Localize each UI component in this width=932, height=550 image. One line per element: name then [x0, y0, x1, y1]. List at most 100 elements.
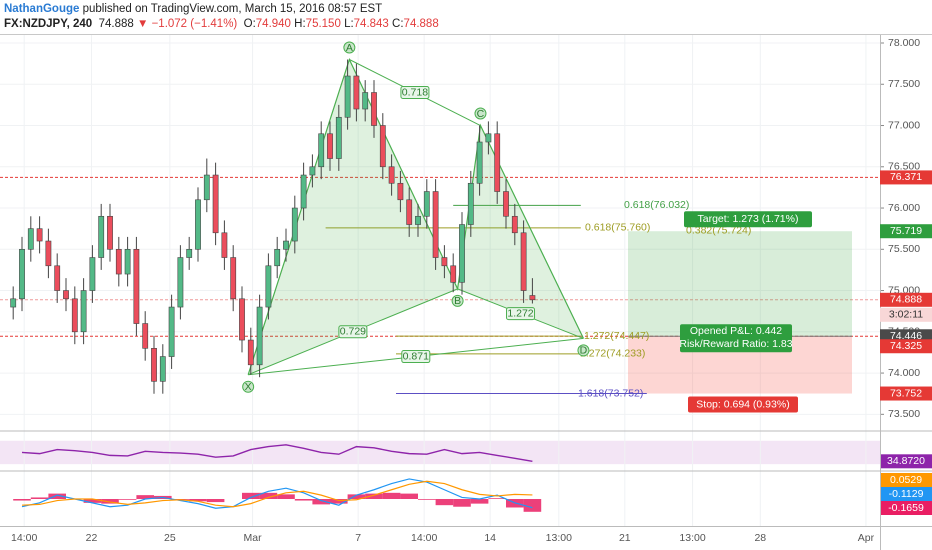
candle-body: [520, 232, 527, 291]
price-badge-label: 74.325: [890, 340, 922, 352]
fib-label: 0.618(75.760): [585, 222, 650, 234]
x-tick-label: 14:00: [411, 532, 437, 544]
candle-body: [423, 191, 430, 217]
price-badge: [880, 224, 932, 239]
candle-body: [309, 166, 316, 176]
candle-body: [476, 141, 483, 184]
candle-body: [10, 298, 17, 308]
candle-body: [283, 240, 289, 250]
quote-line: FX:NZDJPY, 240 74.888 ▼ −1.072 (−1.41%) …: [4, 18, 439, 30]
arrow: ▼: [136, 18, 149, 30]
rr-label: Risk/Reward Ratio: 1.83: [679, 338, 792, 350]
candle-body: [186, 248, 193, 258]
candle-body: [503, 191, 509, 217]
x-tick-label: Apr: [858, 532, 875, 544]
macd-hist: [312, 499, 330, 505]
y-tick-label: 77.000: [888, 119, 920, 131]
candle-body: [335, 116, 342, 159]
macd-line: [21, 480, 533, 508]
candle-body: [36, 228, 43, 242]
fib-label: 1.272(74.447): [584, 330, 649, 342]
change: −1.072 (−1.41%): [151, 18, 238, 30]
x-tick-label: 25: [164, 532, 176, 544]
c: 74.888: [403, 18, 439, 30]
candle-body: [168, 306, 175, 357]
macd-hist: [277, 494, 295, 499]
macd-hist: [13, 499, 31, 501]
price-badge: [880, 292, 932, 307]
candle-body: [71, 298, 78, 333]
macd-hist: [48, 493, 66, 499]
candle-body: [98, 215, 105, 258]
candle-body: [511, 215, 518, 234]
fib-label: 1.618(73.752): [578, 387, 643, 399]
l: 74.843: [353, 18, 389, 30]
x-tick-label: Mar: [244, 532, 263, 544]
author[interactable]: NathanGouge: [4, 3, 80, 15]
candle-body: [397, 182, 404, 201]
candle-body: [327, 133, 333, 159]
right-axis-bg: [880, 35, 932, 526]
x-tick-label: 13:00: [679, 532, 705, 544]
ratio-box: [401, 350, 431, 364]
macd-hist: [118, 499, 137, 500]
macd-hist: [259, 492, 278, 499]
pnl-box: [680, 324, 792, 353]
x-tick-label: 13:00: [546, 532, 572, 544]
macd-hist: [136, 495, 154, 499]
macd-hist: [470, 499, 489, 504]
price-badge-label: 74.446: [890, 330, 922, 342]
target-label: Target: 1.273 (1.71%): [698, 213, 799, 225]
pattern-point: [577, 344, 590, 357]
candle-body: [159, 356, 166, 382]
macd-hist: [206, 499, 225, 503]
candle-body: [441, 257, 448, 267]
price-badge-label: 75.719: [890, 225, 922, 237]
candle-body: [151, 348, 157, 382]
publish-line: NathanGouge published on TradingView.com…: [4, 3, 382, 15]
rsi-last: 34.8720: [887, 455, 925, 467]
candle-body: [432, 191, 439, 258]
x-tick-label: 14:00: [11, 532, 37, 544]
pattern-fill: [457, 125, 584, 339]
ratio-label: 0.871: [403, 350, 429, 362]
macd-last: -0.1659: [888, 502, 924, 514]
pattern-point-label: C: [477, 108, 485, 120]
candle-body: [63, 290, 69, 300]
x-tick-label: 7: [355, 532, 361, 544]
macd-hist: [242, 492, 260, 499]
o-label: O:: [243, 18, 256, 30]
candle-body: [371, 92, 377, 126]
candle-body: [221, 232, 228, 258]
macd-hist: [101, 499, 119, 504]
pattern-point: [343, 41, 356, 54]
pattern-point-label: A: [346, 42, 353, 54]
countdown-badge: [880, 307, 932, 322]
candle-body: [265, 265, 272, 308]
macd-hist: [453, 499, 471, 507]
candle-body: [124, 248, 131, 275]
candle-body: [177, 257, 184, 308]
fib-label: 1.272(74.233): [580, 348, 645, 360]
pattern-point-label: B: [454, 295, 461, 307]
y-tick-label: 78.000: [888, 37, 920, 49]
symbol: FX:NZDJPY, 240: [4, 18, 93, 30]
macd-badge: [880, 501, 932, 515]
macd-badge: [880, 473, 932, 487]
macd-hist: [30, 497, 49, 499]
pnl-label: Opened P&L: 0.442: [690, 325, 782, 337]
x-tick-label: 14: [484, 532, 496, 544]
candle-body: [318, 133, 325, 168]
y-tick-label: 76.500: [888, 161, 920, 173]
candle-body: [494, 133, 501, 192]
stop-label-box: [688, 396, 798, 413]
macd-hist: [189, 499, 207, 502]
candle-body: [450, 265, 457, 283]
candle-body: [19, 248, 25, 300]
macd-badge: [880, 487, 932, 501]
y-tick-label: 75.500: [888, 243, 920, 255]
candle-body: [212, 174, 219, 234]
macd-hist: [347, 494, 366, 499]
published: published on TradingView.com, March 15, …: [82, 3, 383, 15]
y-tick-label: 73.500: [888, 408, 920, 420]
